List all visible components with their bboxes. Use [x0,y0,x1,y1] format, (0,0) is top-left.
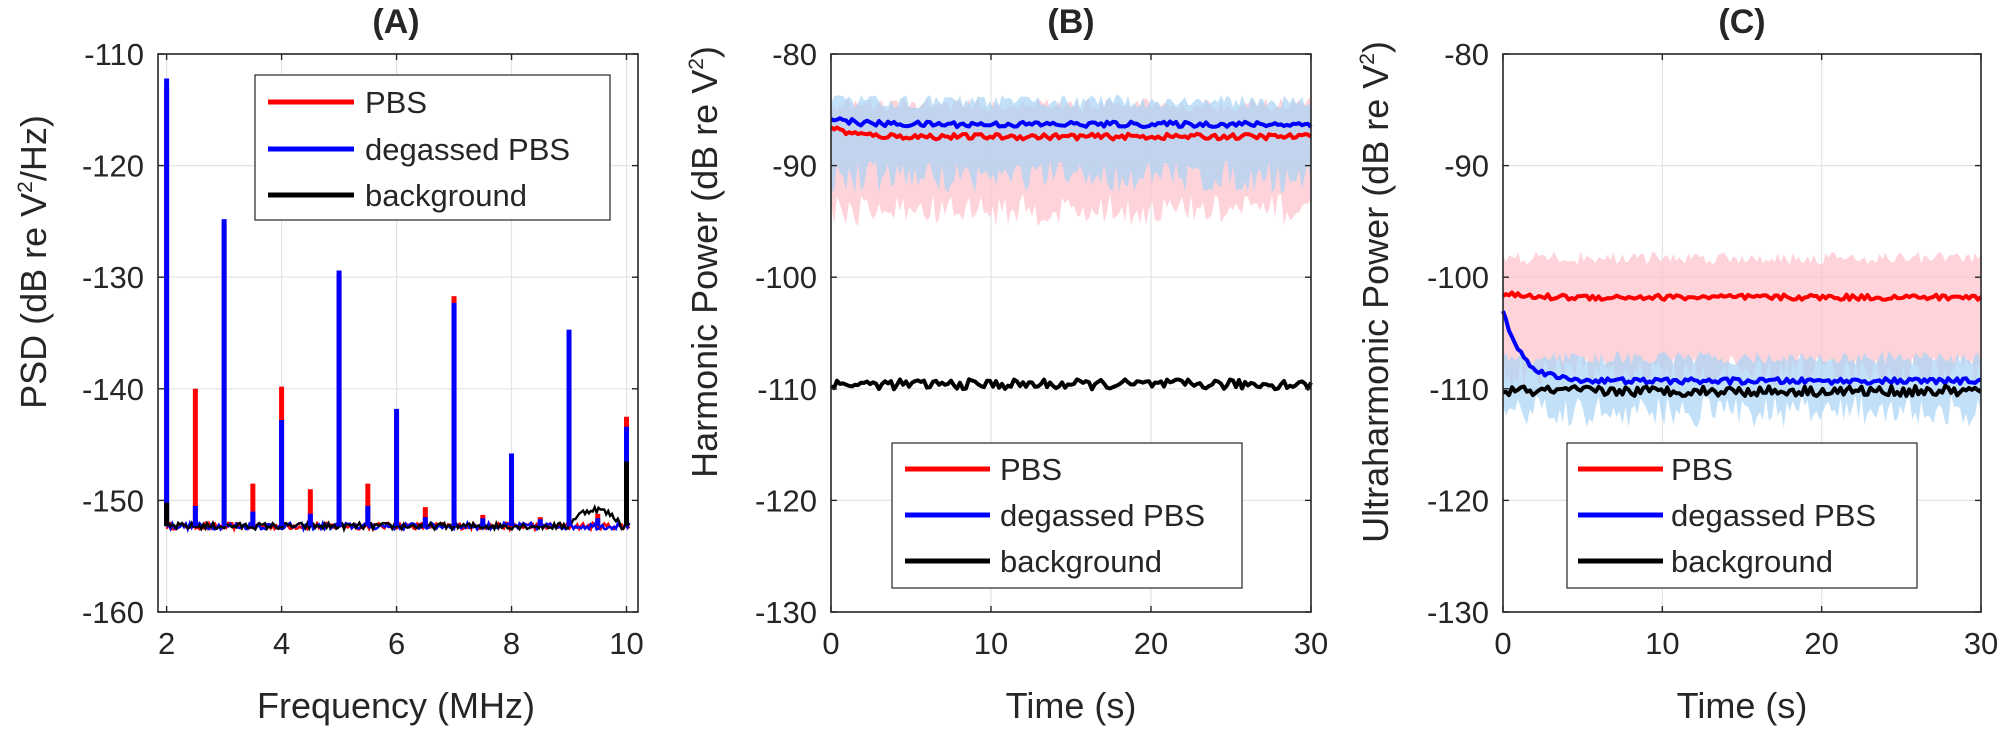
panel-c-legend-label-pbs: PBS [1671,452,1733,487]
panel-c-x-tick-labels: 0 10 20 30 [1494,626,1998,661]
panel-c-ticks [1502,53,1982,613]
panel-a-y-tick-label: -150 [82,483,144,518]
panel-c-y-tick-labels: -130 -120 -110 -100 -90 -80 [1427,37,1489,630]
panel-b-y-tick-label: -120 [755,483,817,518]
panel-c-y-axis-label-tail: ) [1355,41,1396,53]
panel-b-x-tick-label: 20 [1134,626,1168,661]
panel-a-legend-label-degassed-pbs: degassed PBS [365,132,570,167]
panel-b-legend-label-pbs: PBS [1000,452,1062,487]
panel-b-series-pbs [829,125,1313,142]
panel-a-legend-label-pbs: PBS [365,85,427,120]
panel-b-y-axis-label: Harmonic Power (dB re V2) [684,46,725,478]
panel-a-y-tick-label: -160 [82,595,144,630]
panel-b-ticks [830,53,1312,613]
panel-c: 0 10 20 30 -130 -120 -110 -100 -90 -80 (C) Time … [1355,3,1998,726]
panel-b-x-tick-labels: 0 10 20 30 [822,626,1328,661]
panel-b-series-background [829,377,1313,392]
panel-b-legend: PBS degassed PBS background [891,442,1243,589]
panel-c-legend-label-background: background [1671,544,1833,579]
panel-c-legend-label-degassed-pbs: degassed PBS [1671,498,1876,533]
panel-c-x-tick-label: 10 [1645,626,1679,661]
panel-a: 2 4 6 8 10 -160 -150 -140 -130 -120 -110 (A) Freq… [13,3,644,726]
panel-a-legend-label-background: background [365,178,527,213]
panel-c-y-tick-label: -110 [1429,372,1489,407]
panel-b-y-tick-label: -80 [772,37,817,72]
panel-b-axes-frame [830,53,1312,613]
panel-a-x-tick-label: 8 [503,626,520,661]
panel-c-band-pbs [1503,251,1981,389]
panel-a-title: (A) [372,3,419,41]
panel-a-axes-frame [157,53,639,613]
panel-a-x-tick-labels: 2 4 6 8 10 [158,626,644,661]
panel-b-legend-label-background: background [1000,544,1162,579]
panel-c-lines [1501,290,1983,398]
panel-c-y-axis-label-main: Ultraharmonic Power (dB re V [1355,65,1396,543]
panel-a-x-tick-label: 2 [158,626,175,661]
panel-b-y-axis-label-sup: 2 [685,58,708,70]
panel-c-y-axis-label: Ultraharmonic Power (dB re V2) [1355,41,1396,543]
panel-a-y-axis-label-sup: 2 [14,181,37,193]
panel-a-y-axis-label-main: PSD (dB re V [13,193,54,409]
panel-c-y-tick-label: -130 [1427,595,1489,630]
panel-b-legend-label-degassed-pbs: degassed PBS [1000,498,1205,533]
panel-b-x-tick-label: 30 [1294,626,1328,661]
panel-b-y-tick-label: -100 [755,260,817,295]
panel-a-y-tick-label: -110 [84,37,144,72]
panel-b-y-tick-label: -130 [755,595,817,630]
panel-c-x-tick-label: 0 [1494,626,1511,661]
panel-c-x-axis-label: Time (s) [1677,685,1808,726]
panel-b-y-axis-label-main: Harmonic Power (dB re V [684,70,725,478]
panel-b-lines [829,116,1313,392]
panel-c-y-tick-label: -100 [1427,260,1489,295]
panel-c-series-background [1502,384,1983,398]
panel-b: 0 10 20 30 -130 -120 -110 -100 -90 -80 (B) Time … [684,3,1328,726]
panel-b-y-axis-label-tail: ) [684,46,725,58]
panel-c-axes-frame [1502,53,1982,613]
panel-a-x-tick-label: 10 [609,626,643,661]
panel-c-series-pbs [1501,290,1983,302]
panel-b-x-tick-label: 0 [822,626,839,661]
panel-a-lines [164,78,631,534]
panel-a-y-tick-label: -130 [82,260,144,295]
panel-b-x-tick-label: 10 [974,626,1008,661]
panel-c-x-tick-label: 20 [1804,626,1838,661]
panel-a-ticks [158,53,638,613]
panel-b-bands [831,94,1311,227]
panel-c-legend: PBS degassed PBS background [1566,442,1918,589]
panel-b-title: (B) [1047,3,1094,41]
panel-c-y-tick-label: -80 [1444,37,1489,72]
panel-c-y-tick-label: -120 [1427,483,1489,518]
panel-a-legend: PBS degassed PBS background [254,74,611,221]
panel-b-y-tick-labels: -130 -120 -110 -100 -90 -80 [755,37,817,630]
panel-a-y-tick-label: -120 [82,149,144,184]
panel-a-y-axis-label-tail: /Hz) [13,115,54,181]
panel-a-y-tick-labels: -160 -150 -140 -130 -120 -110 [82,37,144,630]
panel-a-y-tick-label: -140 [82,372,144,407]
panel-a-x-axis-label: Frequency (MHz) [257,685,535,726]
panel-c-title: (C) [1718,3,1765,41]
panel-a-x-tick-label: 4 [273,626,290,661]
panel-a-x-tick-label: 6 [388,626,405,661]
panel-c-x-tick-label: 30 [1964,626,1998,661]
panel-a-y-axis-label: PSD (dB re V2/Hz) [13,115,54,409]
panel-b-y-tick-label: -90 [772,149,817,184]
panel-c-y-axis-label-sup: 2 [1356,53,1379,65]
panel-b-y-tick-label: -110 [757,372,817,407]
panel-b-series-degassed-pbs [830,116,1313,130]
panel-c-y-tick-label: -90 [1444,149,1489,184]
panel-c-series-degassed-pbs [1501,310,1982,386]
panel-b-band-degassed-pbs [831,94,1311,193]
panel-b-x-axis-label: Time (s) [1006,685,1137,726]
